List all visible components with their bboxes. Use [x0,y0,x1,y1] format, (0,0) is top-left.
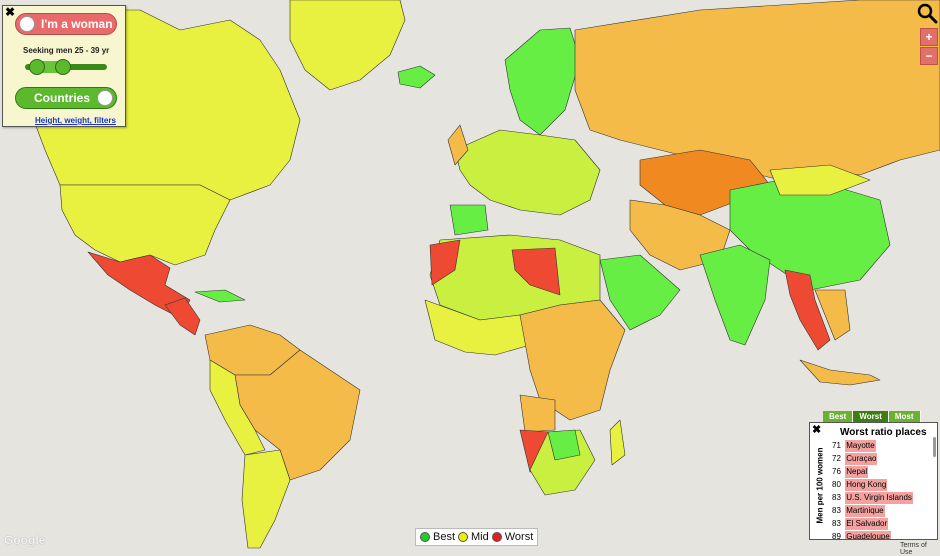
ratio-value: 80 [832,480,841,489]
place-name: Hong Kong [845,479,888,491]
region-uk [447,124,469,166]
ratio-value: 71 [832,441,841,450]
region-arabia [599,254,681,331]
seeking-label: Seeking men 25 - 39 yr [23,46,110,55]
zoom-in-button[interactable]: + [920,28,938,46]
place-name: Nepal [845,466,869,478]
search-icon[interactable] [916,2,938,24]
scrollbar[interactable] [933,437,936,457]
toggle-knob [19,16,35,32]
region-europe [454,129,601,216]
mid-dot-icon [458,532,469,542]
close-ratio-panel-icon[interactable]: ✖ [812,424,822,436]
countries-label: Countries [34,91,91,105]
region-argentina [241,449,291,549]
best-dot-icon [420,532,430,542]
ratio-value: 83 [832,506,841,515]
region-greenland [289,0,406,91]
countries-toggle[interactable]: Countries [15,87,117,109]
toggle-knob [97,90,113,106]
legend-worst: Worst [504,531,534,543]
list-item[interactable]: 83 U.S. Virgin Islands [832,492,913,505]
ratio-value: 76 [832,467,841,476]
filters-link[interactable]: Height, weight, filters [35,116,116,125]
google-logo: Google [4,533,46,547]
list-item[interactable]: 83 El Salvador [832,518,889,531]
ratio-tabs: Best Worst Most [823,411,921,423]
place-name: Mayotte [845,440,876,452]
close-panel-icon[interactable]: ✖ [5,5,16,19]
region-andes [209,359,266,456]
place-name: Martinique [845,505,885,517]
tab-best[interactable]: Best [823,411,854,423]
place-name: U.S. Virgin Islands [845,492,913,504]
filter-panel: ✖ I'm a woman Seeking men 25 - 39 yr Cou… [2,5,126,127]
ratio-panel-title: Worst ratio places [840,427,927,438]
ratio-value: 83 [832,519,841,528]
ratio-value: 89 [832,532,841,540]
region-west-africa [424,299,531,356]
region-india [699,244,771,346]
place-name: El Salvador [845,518,889,530]
region-angola [519,394,556,433]
gender-toggle[interactable]: I'm a woman [15,13,117,35]
map-legend: Best Mid Worst [415,528,539,546]
region-cuba [194,289,246,303]
list-item[interactable]: 72 Curaçao [832,453,878,466]
worst-dot-icon [491,532,502,542]
region-russia [574,0,940,181]
region-mexico [87,251,191,319]
region-central-america [164,297,201,336]
region-iceland [397,65,436,89]
place-name: Guadeloupe [845,531,891,539]
region-indonesia [799,359,881,386]
list-item[interactable]: 80 Hong Kong [832,479,888,492]
region-mongolia [769,164,871,196]
zoom-out-button[interactable]: − [920,47,938,65]
region-central-africa [519,299,626,421]
age-slider-max-handle[interactable] [55,59,71,75]
region-spain [449,204,489,236]
ratio-value: 83 [832,493,841,502]
region-madagascar [609,419,626,466]
region-botswana [547,429,581,461]
region-indochina [814,289,851,341]
list-item[interactable]: 76 Nepal [832,466,869,479]
ratio-panel: ✖ Men per 100 women Worst ratio places 7… [809,422,938,540]
ratio-value: 72 [832,454,841,463]
axis-label: Men per 100 women [815,447,825,524]
legend-mid: Mid [471,531,489,543]
region-scandinavia [504,27,581,136]
region-se-asia [784,269,831,351]
list-item[interactable]: 89 Guadeloupe [832,531,891,540]
terms-link[interactable]: Terms of Use [900,542,927,556]
legend-best: Best [433,531,456,543]
age-slider-min-handle[interactable] [29,59,45,75]
region-libya [511,247,561,296]
place-name: Curaçao [845,453,878,465]
tab-most[interactable]: Most [888,411,921,423]
list-item[interactable]: 71 Mayotte [832,440,876,453]
tab-worst[interactable]: Worst [853,411,889,423]
region-morocco [429,239,461,286]
region-usa [59,184,231,266]
gender-label: I'm a woman [41,17,113,31]
list-item[interactable]: 83 Martinique [832,505,885,518]
